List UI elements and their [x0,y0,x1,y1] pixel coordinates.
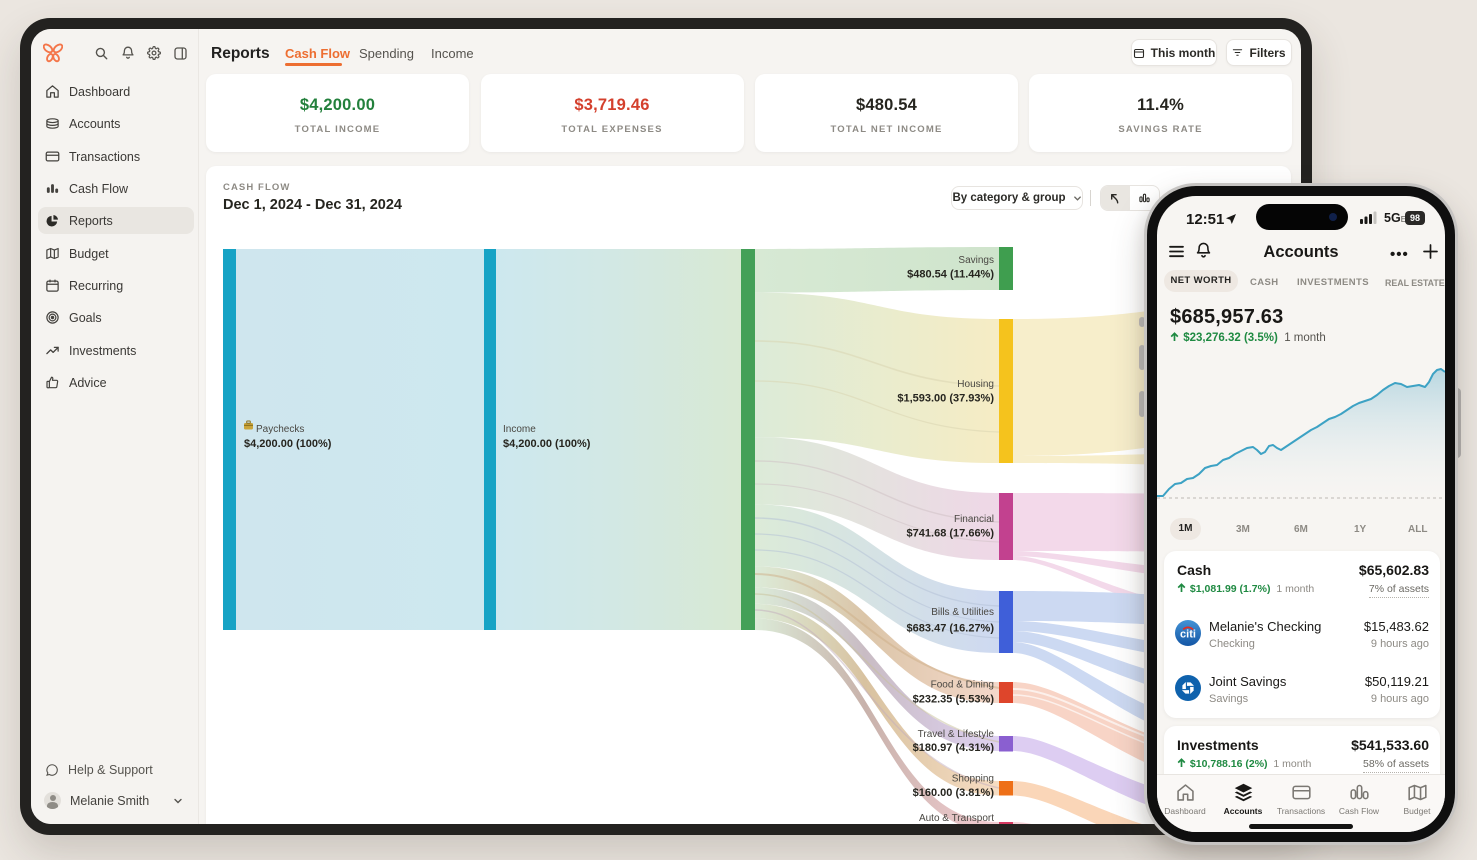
svg-text:Travel & Lifestyle: Travel & Lifestyle [918,729,995,740]
svg-text:Housing: Housing [957,379,994,390]
svg-text:$1,593.00 (37.93%): $1,593.00 (37.93%) [897,393,994,405]
svg-text:$180.97 (4.31%): $180.97 (4.31%) [913,742,995,754]
svg-text:$160.00 (3.81%): $160.00 (3.81%) [913,787,995,799]
svg-text:Savings: Savings [958,255,994,266]
svg-text:$480.54 (11.44%): $480.54 (11.44%) [907,269,994,281]
svg-text:Shopping: Shopping [952,774,994,785]
svg-text:Food & Dining: Food & Dining [931,680,994,691]
svg-text:$4,200.00 (100%): $4,200.00 (100%) [503,438,591,450]
svg-text:Financial: Financial [954,514,994,525]
svg-text:$4,200.00 (100%): $4,200.00 (100%) [244,438,332,450]
svg-text:Paychecks: Paychecks [256,424,304,435]
svg-text:Income: Income [503,424,536,435]
svg-text:Auto & Transport: Auto & Transport [919,813,994,824]
svg-text:$232.35 (5.53%): $232.35 (5.53%) [913,694,995,706]
svg-text:$741.68 (17.66%): $741.68 (17.66%) [907,528,995,540]
svg-text:$683.47 (16.27%): $683.47 (16.27%) [907,623,995,635]
svg-text:citi: citi [1180,629,1196,641]
svg-text:Bills & Utilities: Bills & Utilities [931,607,994,618]
